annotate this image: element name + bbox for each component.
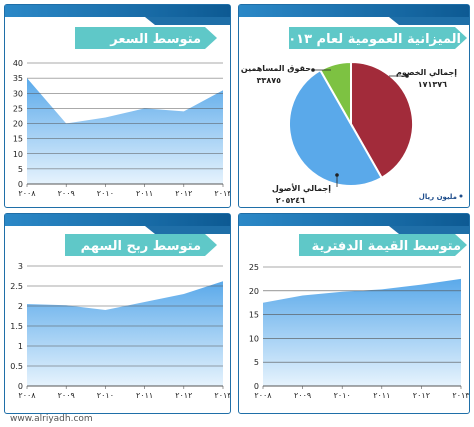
balance-title-arrow xyxy=(455,27,467,49)
eps-title-bar xyxy=(65,234,205,256)
book-xtick-label: ٢٠١٣ xyxy=(452,391,469,400)
price-title-arrow xyxy=(205,27,217,49)
eps-xtick-label: ٢٠١٣ xyxy=(214,391,230,400)
price-chart-svg: متوسط السعر 0 5 10 15 20 25 30 35 40 ٢٠٠٨ ٢٠٠٩ ٢٠١٠… xyxy=(5,5,230,198)
price-plot: 0 5 10 15 20 25 30 35 40 ٢٠٠٨ ٢٠٠٩ ٢٠١٠ ٢٠١١ ٢٠١٢ ٢٠١٣ xyxy=(13,59,230,198)
book-title: متوسط القيمة الدفترية xyxy=(312,239,461,254)
liabilities-slice xyxy=(350,60,414,180)
book-ytick-label: 20 xyxy=(249,287,259,296)
assets-dot xyxy=(335,173,339,177)
balance-header-wave xyxy=(239,17,469,25)
eps-ytick-label: 2.5 xyxy=(10,282,23,291)
eps-title: متوسط ربح السهم xyxy=(81,239,201,254)
price-ytick-label: 20 xyxy=(13,120,23,129)
book-ytick-label: 25 xyxy=(249,263,259,272)
price-title: متوسط السعر xyxy=(109,32,201,47)
assets-value: ٢٠٥٢٤٦ xyxy=(276,196,305,205)
price-title-bar xyxy=(75,27,205,49)
price-ytick-label: 25 xyxy=(13,104,23,113)
liabilities-value: ١٧١٣٧٦ xyxy=(418,80,447,89)
price-ytick-label: 5 xyxy=(18,165,23,174)
eps-ytick-label: 1.5 xyxy=(10,322,23,331)
book-chart-svg: متوسط القيمة الدفترية 0 5 10 15 20 25 ٢٠٠٨ ٢٠٠٩… xyxy=(239,214,469,400)
eps-ytick-label: 1 xyxy=(18,342,23,351)
eps-ytick-label: 0 xyxy=(18,382,23,391)
book-header-wave xyxy=(239,226,469,234)
balance-chart-panel: الميزانية العمومية لعام ٢٠١٣ إجمالي الخص… xyxy=(238,4,470,208)
eps-xtick-label: ٢٠١٢ xyxy=(175,391,192,400)
book-xtick-label: ٢٠٠٩ xyxy=(294,391,311,400)
book-area xyxy=(263,278,461,386)
price-ytick-label: 0 xyxy=(18,180,23,189)
price-ytick-label: 40 xyxy=(13,59,23,68)
price-xtick-label: ٢٠١٠ xyxy=(97,189,114,198)
liabilities-label: إجمالي الخصوم xyxy=(396,68,457,77)
book-ytick-label: 0 xyxy=(254,382,259,391)
eps-area xyxy=(27,281,223,386)
price-xtick-label: ٢٠١١ xyxy=(136,189,153,198)
watermark: www.alriyadh.com xyxy=(10,414,93,424)
unit-note: مليون ريال xyxy=(419,193,457,201)
liabilities-dot xyxy=(405,74,409,78)
price-ytick-label: 30 xyxy=(13,89,23,98)
eps-ytick-label: 2 xyxy=(18,302,23,311)
price-xtick-label: ٢٠١٣ xyxy=(214,189,230,198)
balance-header-band xyxy=(239,5,469,17)
assets-slice xyxy=(288,68,384,187)
book-ytick-label: 5 xyxy=(254,358,259,367)
price-xtick-label: ٢٠٠٩ xyxy=(58,189,75,198)
book-ytick-label: 10 xyxy=(249,334,259,343)
eps-xtick-label: ٢٠٠٩ xyxy=(58,391,75,400)
eps-chart-panel: متوسط ربح السهم 0 0.5 1 1.5 2 2.5 3 ٢٠٠٨ ٢٠٠٩ ٢٠١… xyxy=(4,213,231,414)
book-ytick-label: 15 xyxy=(249,311,259,320)
book-xtick-label: ٢٠١٠ xyxy=(334,391,351,400)
eps-xtick-label: ٢٠١١ xyxy=(136,391,153,400)
equity-value: ٣٣٨٧٥ xyxy=(257,76,282,85)
equity-dot xyxy=(311,68,315,72)
book-chart-panel: متوسط القيمة الدفترية 0 5 10 15 20 25 ٢٠٠٨ ٢٠٠٩… xyxy=(238,213,470,414)
price-header-wave xyxy=(5,17,230,25)
eps-ytick-label: 3 xyxy=(18,262,23,271)
eps-header-band xyxy=(5,214,230,226)
eps-ytick-label: 0.5 xyxy=(10,362,23,371)
eps-xtick-label: ٢٠١٠ xyxy=(97,391,114,400)
eps-title-arrow xyxy=(205,234,217,256)
book-title-arrow xyxy=(455,234,467,256)
price-ytick-label: 10 xyxy=(13,150,23,159)
balance-title: الميزانية العمومية لعام ٢٠١٣ xyxy=(280,32,461,47)
book-xtick-label: ٢٠١٢ xyxy=(413,391,430,400)
book-plot: 0 5 10 15 20 25 ٢٠٠٨ ٢٠٠٩ ٢٠١٠ ٢٠١١ ٢٠١٢ ٢٠١٣ xyxy=(249,263,469,400)
assets-label: إجمالي الأصول xyxy=(272,183,331,193)
balance-chart-svg: الميزانية العمومية لعام ٢٠١٣ إجمالي الخص… xyxy=(239,5,469,205)
unit-note-bullet xyxy=(459,194,463,198)
book-title-bar xyxy=(299,234,455,256)
price-xtick-label: ٢٠١٢ xyxy=(175,189,192,198)
book-header-band xyxy=(239,214,469,226)
eps-chart-svg: متوسط ربح السهم 0 0.5 1 1.5 2 2.5 3 ٢٠٠٨ ٢٠٠٩ ٢٠١… xyxy=(5,214,230,400)
price-ytick-label: 15 xyxy=(13,135,23,144)
price-area xyxy=(27,78,223,184)
book-xtick-label: ٢٠٠٨ xyxy=(254,391,272,400)
price-chart-panel: متوسط السعر 0 5 10 15 20 25 30 35 40 ٢٠٠٨ ٢٠٠٩ ٢٠١٠… xyxy=(4,4,231,208)
balance-title-bar xyxy=(289,27,455,49)
eps-header-wave xyxy=(5,226,230,234)
book-xtick-label: ٢٠١١ xyxy=(373,391,390,400)
balance-pie xyxy=(288,60,414,187)
price-xtick-label: ٢٠٠٨ xyxy=(18,189,36,198)
eps-xtick-label: ٢٠٠٨ xyxy=(18,391,36,400)
equity-label: حقوق المساهمين xyxy=(241,64,311,73)
eps-plot: 0 0.5 1 1.5 2 2.5 3 ٢٠٠٨ ٢٠٠٩ ٢٠١٠ ٢٠١١ ٢٠١٢ ٢٠١٣ xyxy=(10,262,230,400)
price-ytick-label: 35 xyxy=(13,74,23,83)
price-header-band xyxy=(5,5,230,17)
